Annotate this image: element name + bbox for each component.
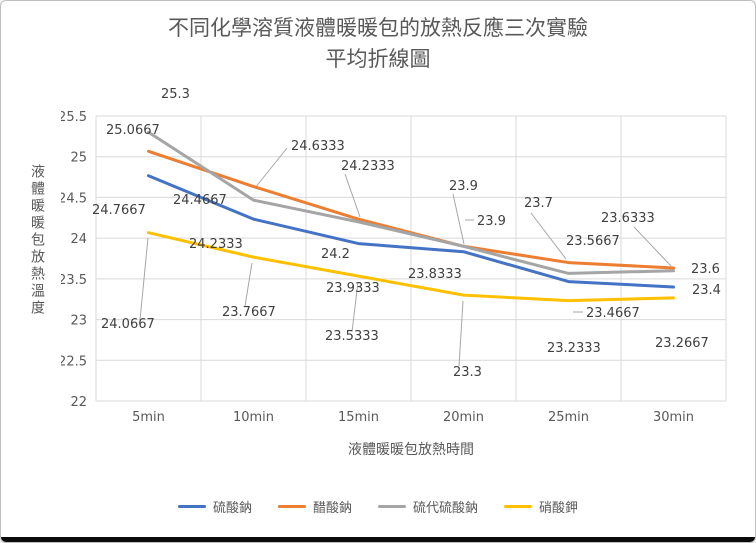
data-label-leader-line <box>254 147 288 189</box>
chart-title-line-1: 不同化學溶質液體暖暖包的放熱反應三次實驗 <box>168 16 588 40</box>
legend-item-硝酸鉀: 硝酸鉀 <box>504 497 578 516</box>
data-label-leader-line <box>458 300 464 367</box>
y-tick-label: 23.5 <box>61 273 87 288</box>
data-label-硝酸鉀: 23.2333 <box>547 341 601 356</box>
data-label-硫代硫酸鈉: 23.6 <box>691 262 720 277</box>
legend-label: 醋酸鈉 <box>312 501 352 516</box>
x-tick-label: 10min <box>233 410 274 425</box>
legend-label: 硫酸鈉 <box>212 501 252 516</box>
legend-line-swatch <box>177 505 206 508</box>
data-label-硫代硫酸鈉: 24.2 <box>321 247 350 262</box>
chart-legend: 硫酸鈉 醋酸鈉 硫代硫酸鈉 硝酸鉀 <box>1 497 755 516</box>
data-label-硫酸鈉: 24.7667 <box>92 203 146 218</box>
data-label-硝酸鉀: 23.3 <box>453 365 482 380</box>
y-tick-label: 24.5 <box>61 191 87 206</box>
data-label-硝酸鉀: 23.7667 <box>222 305 276 320</box>
data-label-醋酸鈉: 23.9 <box>449 179 478 194</box>
data-label-leader-line <box>244 262 253 307</box>
y-tick-label: 24 <box>70 232 87 247</box>
plot-area: 22 22.5 23 23.5 24 24.5 25 25.5 5min 10min 15min 20… <box>61 87 727 425</box>
x-tick-label: 20min <box>443 410 484 425</box>
data-label-leader-line <box>139 237 149 321</box>
data-label-leader-line <box>344 173 361 218</box>
y-axis-title: 液體暖暖包放熱溫度 <box>29 164 45 317</box>
data-label-leader-line <box>452 193 465 245</box>
data-label-醋酸鈉: 24.6333 <box>291 139 345 154</box>
x-tick-label: 30min <box>653 410 694 425</box>
x-tick-label: 25min <box>548 410 589 425</box>
y-tick-label: 23 <box>70 314 87 329</box>
legend-item-醋酸鈉: 醋酸鈉 <box>277 497 352 516</box>
data-label-硫代硫酸鈉: 25.3 <box>161 87 190 102</box>
legend-line-swatch <box>504 505 533 508</box>
series-line-硫代硫酸鈉 <box>147 130 675 275</box>
legend-item-硫酸鈉: 硫酸鈉 <box>177 497 252 516</box>
data-label-硝酸鉀: 24.0667 <box>101 317 155 332</box>
y-tick-label: 25 <box>70 151 87 166</box>
chart-title: 不同化學溶質液體暖暖包的放熱反應三次實驗 平均折線圖 <box>1 13 755 75</box>
data-label-leader-line <box>530 212 567 260</box>
data-label-leader-line <box>633 226 672 267</box>
data-label-醋酸鈉: 24.2333 <box>341 159 395 174</box>
x-axis-title: 液體暖暖包放熱時間 <box>348 442 474 458</box>
data-label-硝酸鉀: 23.2667 <box>655 336 709 351</box>
data-label-硫代硫酸鈉: 24.4667 <box>173 193 227 208</box>
data-label-醋酸鈉: 23.7 <box>524 196 553 211</box>
data-label-硫代硫酸鈉: 23.9 <box>477 214 506 229</box>
legend-line-swatch <box>378 505 406 508</box>
data-label-硝酸鉀: 23.5333 <box>325 329 379 344</box>
legend-label: 硫代硫酸鈉 <box>413 501 479 516</box>
chart-title-line-2: 平均折線圖 <box>325 47 431 71</box>
data-label-硫酸鈉: 24.2333 <box>189 237 243 252</box>
series-line-硫酸鈉 <box>147 174 675 289</box>
data-label-醋酸鈉: 25.0667 <box>106 123 160 138</box>
data-label-硫代硫酸鈉: 23.5667 <box>566 234 620 249</box>
legend-item-硫代硫酸鈉: 硫代硫酸鈉 <box>378 497 478 516</box>
data-label-硫酸鈉: 23.8333 <box>408 267 462 282</box>
y-tick-label: 25.5 <box>61 110 87 125</box>
x-tick-label: 15min <box>338 410 379 425</box>
legend-line-swatch <box>277 505 306 508</box>
y-tick-label: 22 <box>70 395 87 410</box>
data-label-硫酸鈉: 23.4667 <box>586 306 640 321</box>
legend-label: 硝酸鉀 <box>539 501 579 516</box>
data-label-硫酸鈉: 23.9333 <box>326 281 380 296</box>
y-tick-label: 22.5 <box>61 354 87 369</box>
series-line-硝酸鉀 <box>147 231 675 303</box>
data-label-leader-line <box>351 281 359 333</box>
x-tick-label: 5min <box>132 410 165 425</box>
data-label-硫酸鈉: 23.4 <box>692 283 721 298</box>
bottom-bar <box>1 537 755 542</box>
data-label-醋酸鈉: 23.6333 <box>601 211 655 226</box>
